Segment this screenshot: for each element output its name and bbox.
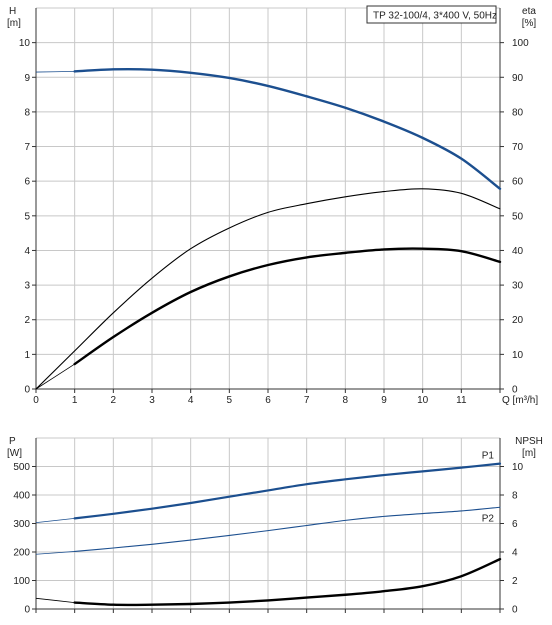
chart1-x-tick-label: 11 <box>456 395 467 406</box>
chart2-left-tick-label: 500 <box>13 462 30 473</box>
chart1-right-tick-label: 100 <box>512 38 529 49</box>
chart1-x-tick-label: 2 <box>111 395 117 406</box>
chart2-right-tick-label: 4 <box>512 548 518 559</box>
title-box: TP 32-100/4, 3*400 V, 50Hz <box>366 5 497 24</box>
chart1-left-tick-label: 4 <box>24 246 30 257</box>
chart2-right-tick-label: 8 <box>512 491 518 502</box>
chart2-series-p2-line-extension <box>35 551 75 555</box>
chart2-left-axis-title: P <box>9 436 16 447</box>
chart2-left-tick-label: 200 <box>13 548 30 559</box>
chart1-left-tick-label: 2 <box>24 315 30 326</box>
chart2-left-tick-label: 0 <box>24 605 30 616</box>
chart2-series-p1-line-extension <box>35 517 75 524</box>
chart1-right-tick-label: 20 <box>512 315 524 326</box>
chart2-series-label-p1: P1 <box>482 451 495 462</box>
chart1-right-tick-label: 30 <box>512 281 524 292</box>
chart1-left-tick-label: 5 <box>24 211 30 222</box>
chart1-left-tick-label: 0 <box>24 385 30 396</box>
chart2-right-axis-title: NPSH <box>515 436 543 447</box>
chart1-right-tick-label: 80 <box>512 107 524 118</box>
chart1-series-2-line <box>35 188 501 390</box>
chart1-right-tick-label: 0 <box>512 385 518 396</box>
title-box-text: TP 32-100/4, 3*400 V, 50Hz <box>373 11 497 22</box>
chart1-x-tick-label: 7 <box>304 395 310 406</box>
chart1-left-tick-label: 6 <box>24 177 30 188</box>
chart1-left-tick-label: 1 <box>24 350 30 361</box>
chart2-right-tick-label: 0 <box>512 605 518 616</box>
chart1-right-axis-unit: [%] <box>522 18 537 29</box>
chart1-series-3-line-extension <box>35 363 75 390</box>
chart1-right-tick-label: 70 <box>512 142 524 153</box>
chart2-left-tick-label: 100 <box>13 576 30 587</box>
chart2-right-axis-unit: [m] <box>522 448 536 459</box>
chart2-right-tick-label: 10 <box>512 462 524 473</box>
chart1-x-tick-label: 0 <box>33 395 39 406</box>
chart2-series-3-line-extension <box>35 597 75 603</box>
chart1-left-axis-unit: [m] <box>7 18 21 29</box>
chart2-right-tick-label: 2 <box>512 576 518 587</box>
chart1-left-tick-label: 8 <box>24 107 30 118</box>
series-layer <box>35 67 502 607</box>
chart1-x-tick-label: 3 <box>149 395 155 406</box>
chart1-left-tick-label: 3 <box>24 281 30 292</box>
chart1-right-axis-title: eta <box>522 6 536 17</box>
chart1-right-tick-label: 90 <box>512 73 524 84</box>
chart1-left-tick-label: 9 <box>24 73 30 84</box>
chart1-x-tick-label: 5 <box>227 395 233 406</box>
chart1-right-tick-label: 50 <box>512 211 524 222</box>
chart2-right-tick-label: 6 <box>512 519 518 530</box>
chart2-left-tick-label: 400 <box>13 491 30 502</box>
chart1-right-tick-label: 10 <box>512 350 524 361</box>
chart1-x-tick-label: 8 <box>343 395 349 406</box>
chart2-left-tick-label: 300 <box>13 519 30 530</box>
chart2-series-p2-line <box>74 506 501 552</box>
chart1-right-tick-label: 60 <box>512 177 524 188</box>
chart2-series-label-p2: P2 <box>482 513 495 524</box>
chart1-x-tick-label: 4 <box>188 395 194 406</box>
chart1-x-axis-title: Q [m³/h] <box>502 395 538 406</box>
chart1-x-tick-label: 1 <box>72 395 78 406</box>
grid-layer <box>36 7 501 610</box>
chart1-x-tick-label: 10 <box>417 395 429 406</box>
chart1-series-1-line <box>73 67 502 190</box>
chart1-right-tick-label: 40 <box>512 246 524 257</box>
chart1-series-1-line-extension <box>35 70 75 73</box>
chart2-series-p1-line <box>73 462 502 520</box>
chart1-x-tick-label: 9 <box>381 395 387 406</box>
chart1-left-axis-title: H <box>9 6 16 17</box>
chart2-left-axis-unit: [W] <box>7 448 22 459</box>
axis-layer <box>32 8 504 613</box>
chart1-left-tick-label: 7 <box>24 142 30 153</box>
chart2-series-3-line <box>73 557 502 607</box>
chart1-series-3-line <box>73 247 502 366</box>
chart1-left-tick-label: 10 <box>19 38 31 49</box>
chart1-x-tick-label: 6 <box>265 395 271 406</box>
